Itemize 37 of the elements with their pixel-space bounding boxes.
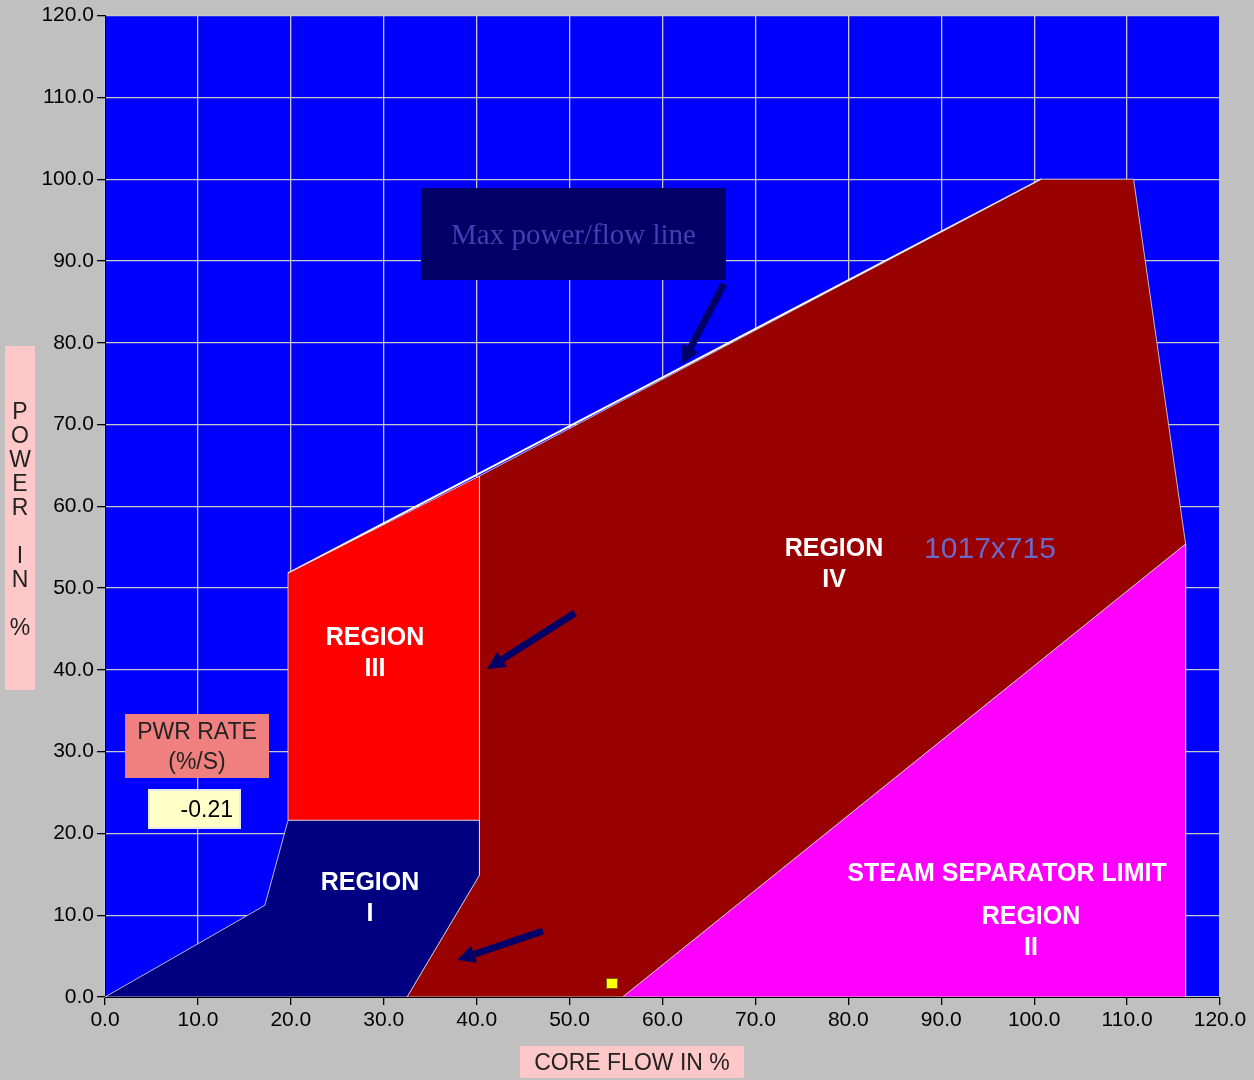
annotation: REGION II <box>980 900 1082 962</box>
annotation: REGION IV <box>783 532 885 594</box>
y-tick-label: 40.0 <box>53 656 94 680</box>
y-tick-label: 60.0 <box>53 493 94 517</box>
y-tick-label: 70.0 <box>53 411 94 435</box>
y-tick-label: 100.0 <box>41 165 94 189</box>
x-tick-label: 60.0 <box>642 1007 683 1031</box>
x-axis-title: CORE FLOW IN % <box>520 1046 744 1078</box>
x-tick-label: 20.0 <box>270 1007 312 1031</box>
annotation: 1017x715 <box>923 530 1057 566</box>
annotation: STEAM SEPARATOR LIMIT <box>846 857 1168 888</box>
x-tick-label: 80.0 <box>827 1007 869 1031</box>
y-axis-title: POWER IN % <box>5 346 35 690</box>
x-tick-label: 50.0 <box>549 1007 591 1031</box>
y-tick-label: 20.0 <box>53 820 94 844</box>
y-tick-label: 10.0 <box>53 902 94 926</box>
x-tick-label: 70.0 <box>734 1007 776 1031</box>
y-tick-label: 50.0 <box>53 574 94 598</box>
x-tick-label: 0.0 <box>90 1007 120 1031</box>
x-tick-label: 120.0 <box>1193 1007 1247 1031</box>
x-tick-label: 10.0 <box>177 1007 219 1031</box>
x-tick-label: 110.0 <box>1101 1007 1153 1031</box>
y-tick-label: 120.0 <box>41 2 94 26</box>
x-tick-label: 90.0 <box>920 1007 962 1031</box>
annotation: REGION III <box>324 621 426 683</box>
x-tick-label: 100.0 <box>1007 1007 1061 1031</box>
y-tick-label: 0.0 <box>64 983 94 1007</box>
annotation: Max power/flow line <box>421 188 726 280</box>
y-tick-label: 110.0 <box>43 84 94 108</box>
y-tick-label: 30.0 <box>53 738 94 762</box>
x-tick-label: 40.0 <box>456 1007 498 1031</box>
y-tick-label: 90.0 <box>53 247 94 271</box>
x-tick-label: 30.0 <box>363 1007 405 1031</box>
y-tick-label: 80.0 <box>53 329 94 353</box>
annotation: -0.21 <box>148 789 241 829</box>
annotation: PWR RATE (%/S) <box>125 714 269 778</box>
annotation: REGION I <box>319 866 421 928</box>
